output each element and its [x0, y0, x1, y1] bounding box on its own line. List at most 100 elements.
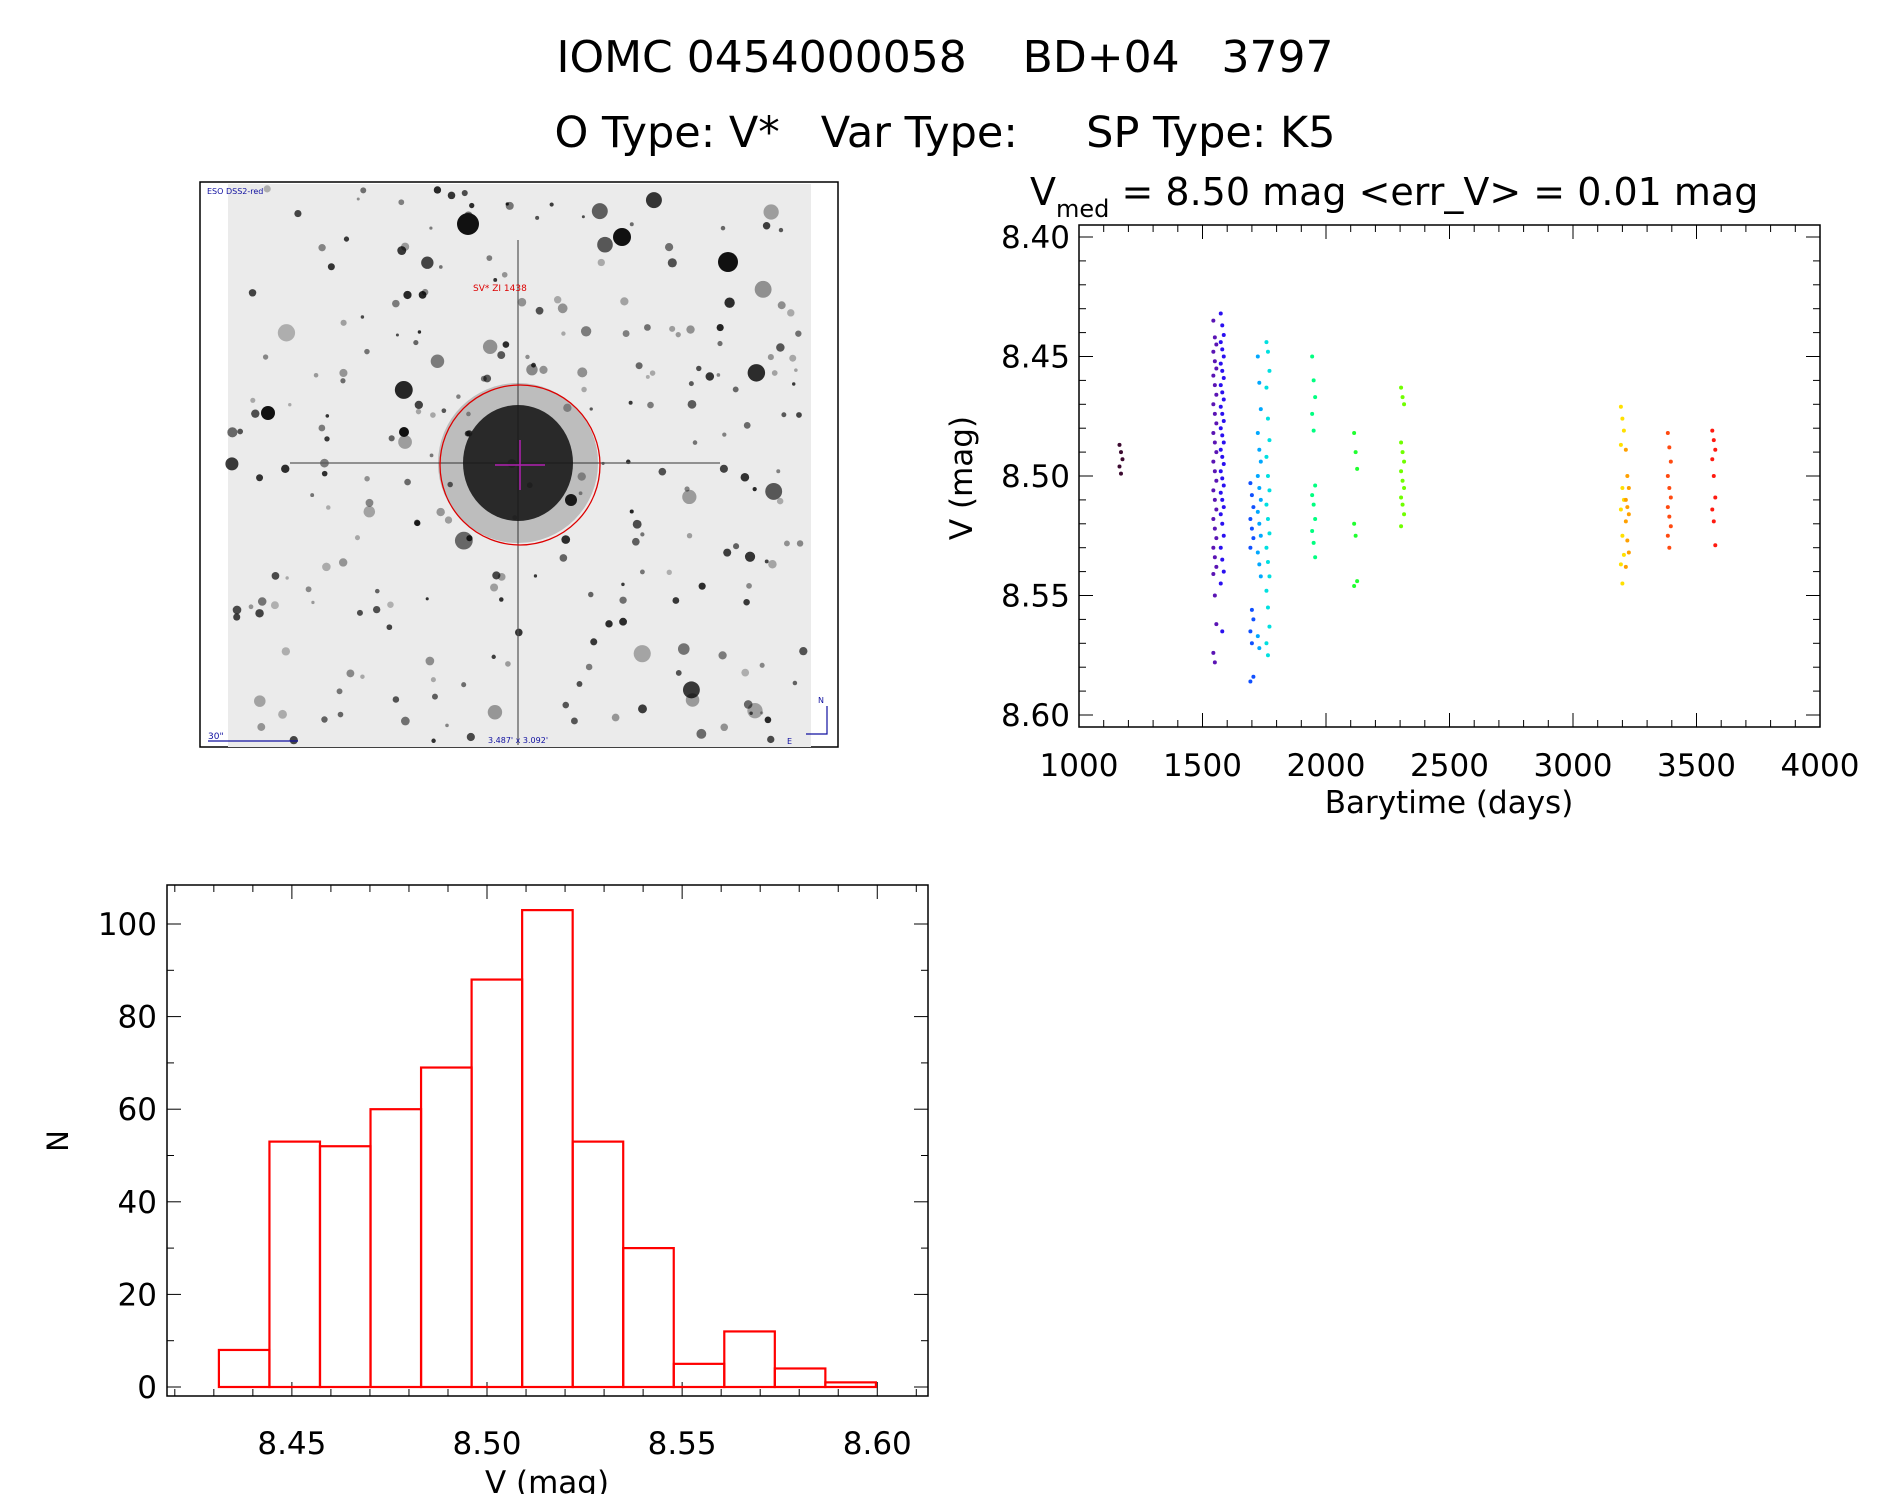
star — [744, 551, 756, 562]
lc-data-point — [1257, 646, 1262, 651]
lc-data-point — [1267, 438, 1272, 443]
lc-data-point — [1211, 571, 1216, 576]
star — [336, 688, 343, 695]
star — [425, 597, 429, 601]
star — [445, 723, 449, 728]
star — [429, 453, 434, 458]
star — [466, 732, 475, 742]
lc-data-point — [1400, 502, 1405, 507]
bright-star — [399, 427, 409, 437]
lc-data-point — [1258, 574, 1263, 579]
lc-data-point — [1667, 514, 1672, 519]
star — [577, 472, 586, 481]
lc-data-point — [1211, 459, 1216, 464]
lc-data-point — [1211, 430, 1216, 435]
lc-data-point — [1220, 476, 1225, 481]
star — [531, 362, 536, 368]
lc-data-point — [1625, 505, 1630, 510]
figure-title: IOMC 0454000058 BD+04 3797 — [556, 32, 1333, 83]
lc-data-point — [1220, 323, 1225, 328]
star — [664, 242, 674, 252]
lc-data-point — [1212, 469, 1217, 474]
star — [796, 540, 804, 547]
lc-data-point — [1220, 347, 1225, 352]
lc-data-point — [1352, 521, 1357, 526]
star — [795, 330, 802, 337]
star — [535, 306, 544, 315]
star — [794, 368, 798, 372]
lc-data-point — [1218, 361, 1223, 366]
lc-data-point — [1667, 485, 1672, 490]
lc-data-point — [1264, 588, 1269, 593]
lc-data-point — [1353, 533, 1358, 538]
lc-data-point — [1265, 517, 1270, 522]
star — [413, 339, 419, 346]
star — [539, 365, 548, 374]
star — [640, 532, 645, 537]
star — [752, 487, 757, 492]
star — [502, 341, 510, 348]
lc-data-point — [1310, 411, 1315, 416]
star — [581, 386, 587, 393]
star — [360, 315, 365, 319]
lc-data-point — [1221, 354, 1226, 359]
lc-data-point — [1264, 340, 1269, 345]
lc-data-point — [1214, 478, 1219, 483]
lc-data-point — [1355, 579, 1360, 584]
star — [227, 427, 238, 438]
lc-data-point — [1218, 340, 1223, 345]
star — [619, 617, 627, 626]
star — [497, 351, 506, 360]
star — [499, 597, 504, 602]
star — [433, 186, 442, 194]
star — [321, 716, 328, 723]
lc-data-point — [1400, 450, 1405, 455]
star — [578, 491, 583, 496]
star — [590, 638, 598, 646]
lc-data-point — [1218, 545, 1223, 550]
lc-data-point — [1211, 517, 1216, 522]
scale-label: 30" — [208, 732, 224, 742]
hist-bar — [217, 1348, 271, 1389]
star — [270, 601, 279, 610]
star — [570, 717, 578, 725]
lc-data-point — [1399, 469, 1404, 474]
lc-data-point — [1212, 526, 1217, 531]
star — [787, 309, 795, 317]
star — [250, 397, 256, 403]
lc-data-point — [1211, 650, 1216, 655]
star — [392, 299, 400, 308]
lc-data-point — [1220, 557, 1225, 562]
lc-data-point — [1265, 474, 1270, 478]
lc-data-point — [1618, 404, 1623, 409]
star — [482, 339, 498, 354]
star — [338, 558, 348, 567]
star — [767, 354, 774, 361]
star — [346, 669, 355, 678]
target-label: SV* ZI 1438 — [473, 284, 527, 294]
lc-data-point — [1665, 533, 1670, 538]
lc-xlabel: Barytime (days) — [1325, 785, 1574, 821]
hist-bar — [470, 978, 524, 1389]
star — [588, 591, 594, 598]
star — [441, 408, 447, 414]
lc-data-point — [1249, 607, 1254, 612]
bright-star — [261, 406, 275, 420]
star — [430, 412, 436, 418]
lc-data-point — [1623, 519, 1628, 524]
lc-data-point — [1264, 502, 1269, 507]
lc-data-point — [1667, 445, 1672, 450]
star — [562, 701, 570, 709]
lc-data-point — [1214, 366, 1219, 371]
star — [386, 624, 393, 631]
star — [430, 677, 436, 683]
lc-data-point — [1255, 474, 1260, 478]
star — [403, 290, 412, 300]
lc-data-point — [1258, 459, 1263, 464]
lc-data-point — [1264, 385, 1269, 390]
lc-data-point — [1313, 517, 1318, 522]
star — [687, 399, 697, 409]
lc-data-point — [1220, 390, 1225, 395]
lc-data-point — [1399, 524, 1404, 529]
bright-star — [457, 213, 479, 235]
